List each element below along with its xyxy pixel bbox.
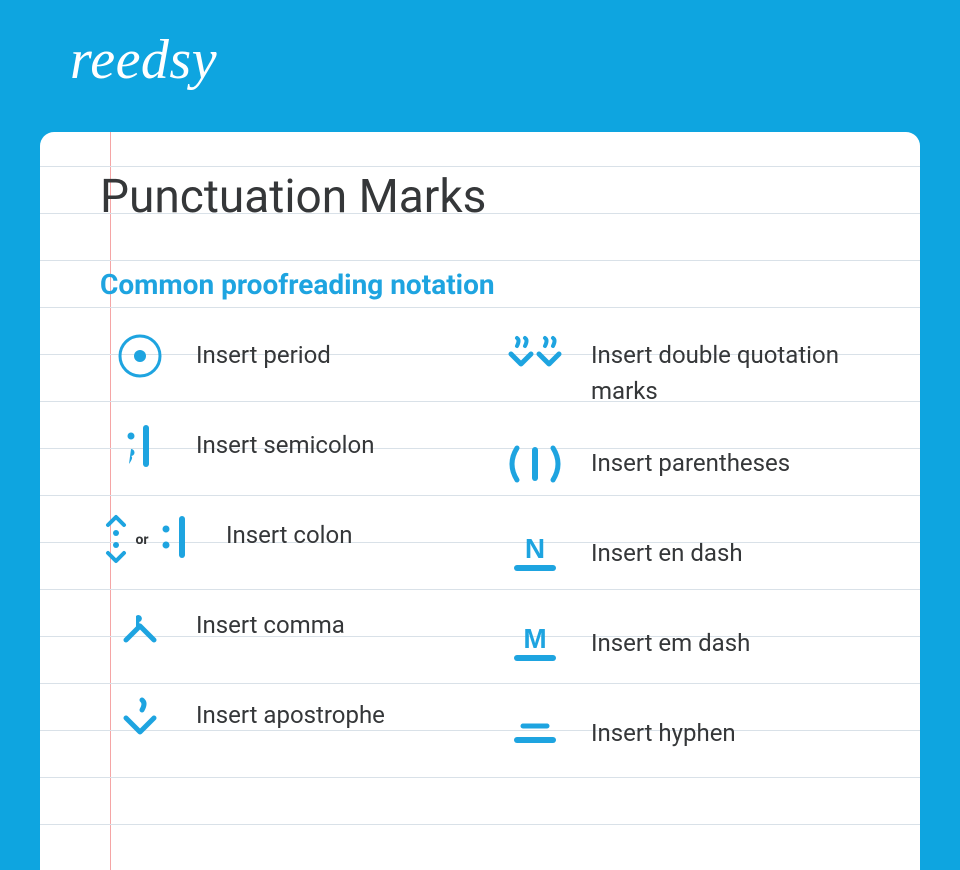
period-icon [100, 331, 180, 381]
brand-logo: reedsy [70, 28, 217, 92]
left-column: Insert period Insert semicolon [100, 331, 485, 799]
item-label: Insert colon [226, 511, 352, 553]
section-subtitle: Common proofreading notation [100, 268, 880, 301]
item-label: Insert en dash [591, 529, 743, 571]
item-apostrophe: Insert apostrophe [100, 691, 485, 751]
item-em-dash: M Insert em dash [495, 619, 880, 679]
svg-text:M: M [523, 623, 546, 654]
item-colon: or Insert colon [100, 511, 485, 571]
em-dash-icon: M [495, 619, 575, 669]
comma-icon [100, 601, 180, 651]
parentheses-icon [495, 439, 575, 489]
item-semicolon: Insert semicolon [100, 421, 485, 481]
svg-text:N: N [525, 533, 545, 564]
hyphen-icon [495, 709, 575, 759]
apostrophe-icon [100, 691, 180, 741]
item-comma: Insert comma [100, 601, 485, 661]
item-label: Insert hyphen [591, 709, 736, 751]
item-label: Insert comma [196, 601, 345, 643]
item-label: Insert parentheses [591, 439, 790, 481]
item-period: Insert period [100, 331, 485, 391]
rule-line [40, 824, 920, 825]
item-en-dash: N Insert en dash [495, 529, 880, 589]
item-label: Insert apostrophe [196, 691, 385, 733]
page-title: Punctuation Marks [100, 170, 880, 224]
item-label: Insert em dash [591, 619, 750, 661]
item-double-quote: Insert double quotation marks [495, 331, 880, 409]
item-label: Insert double quotation marks [591, 331, 880, 409]
semicolon-icon [100, 421, 180, 471]
en-dash-icon: N [495, 529, 575, 579]
right-column: Insert double quotation marks Insert par… [495, 331, 880, 799]
marks-columns: Insert period Insert semicolon [100, 331, 880, 799]
notebook-sheet: Punctuation Marks Common proofreading no… [40, 132, 920, 870]
item-label: Insert period [196, 331, 331, 373]
svg-text:or: or [135, 532, 148, 548]
colon-icon: or [100, 511, 210, 567]
double-quote-icon [495, 331, 575, 381]
item-parentheses: Insert parentheses [495, 439, 880, 499]
item-label: Insert semicolon [196, 421, 374, 463]
item-hyphen: Insert hyphen [495, 709, 880, 769]
